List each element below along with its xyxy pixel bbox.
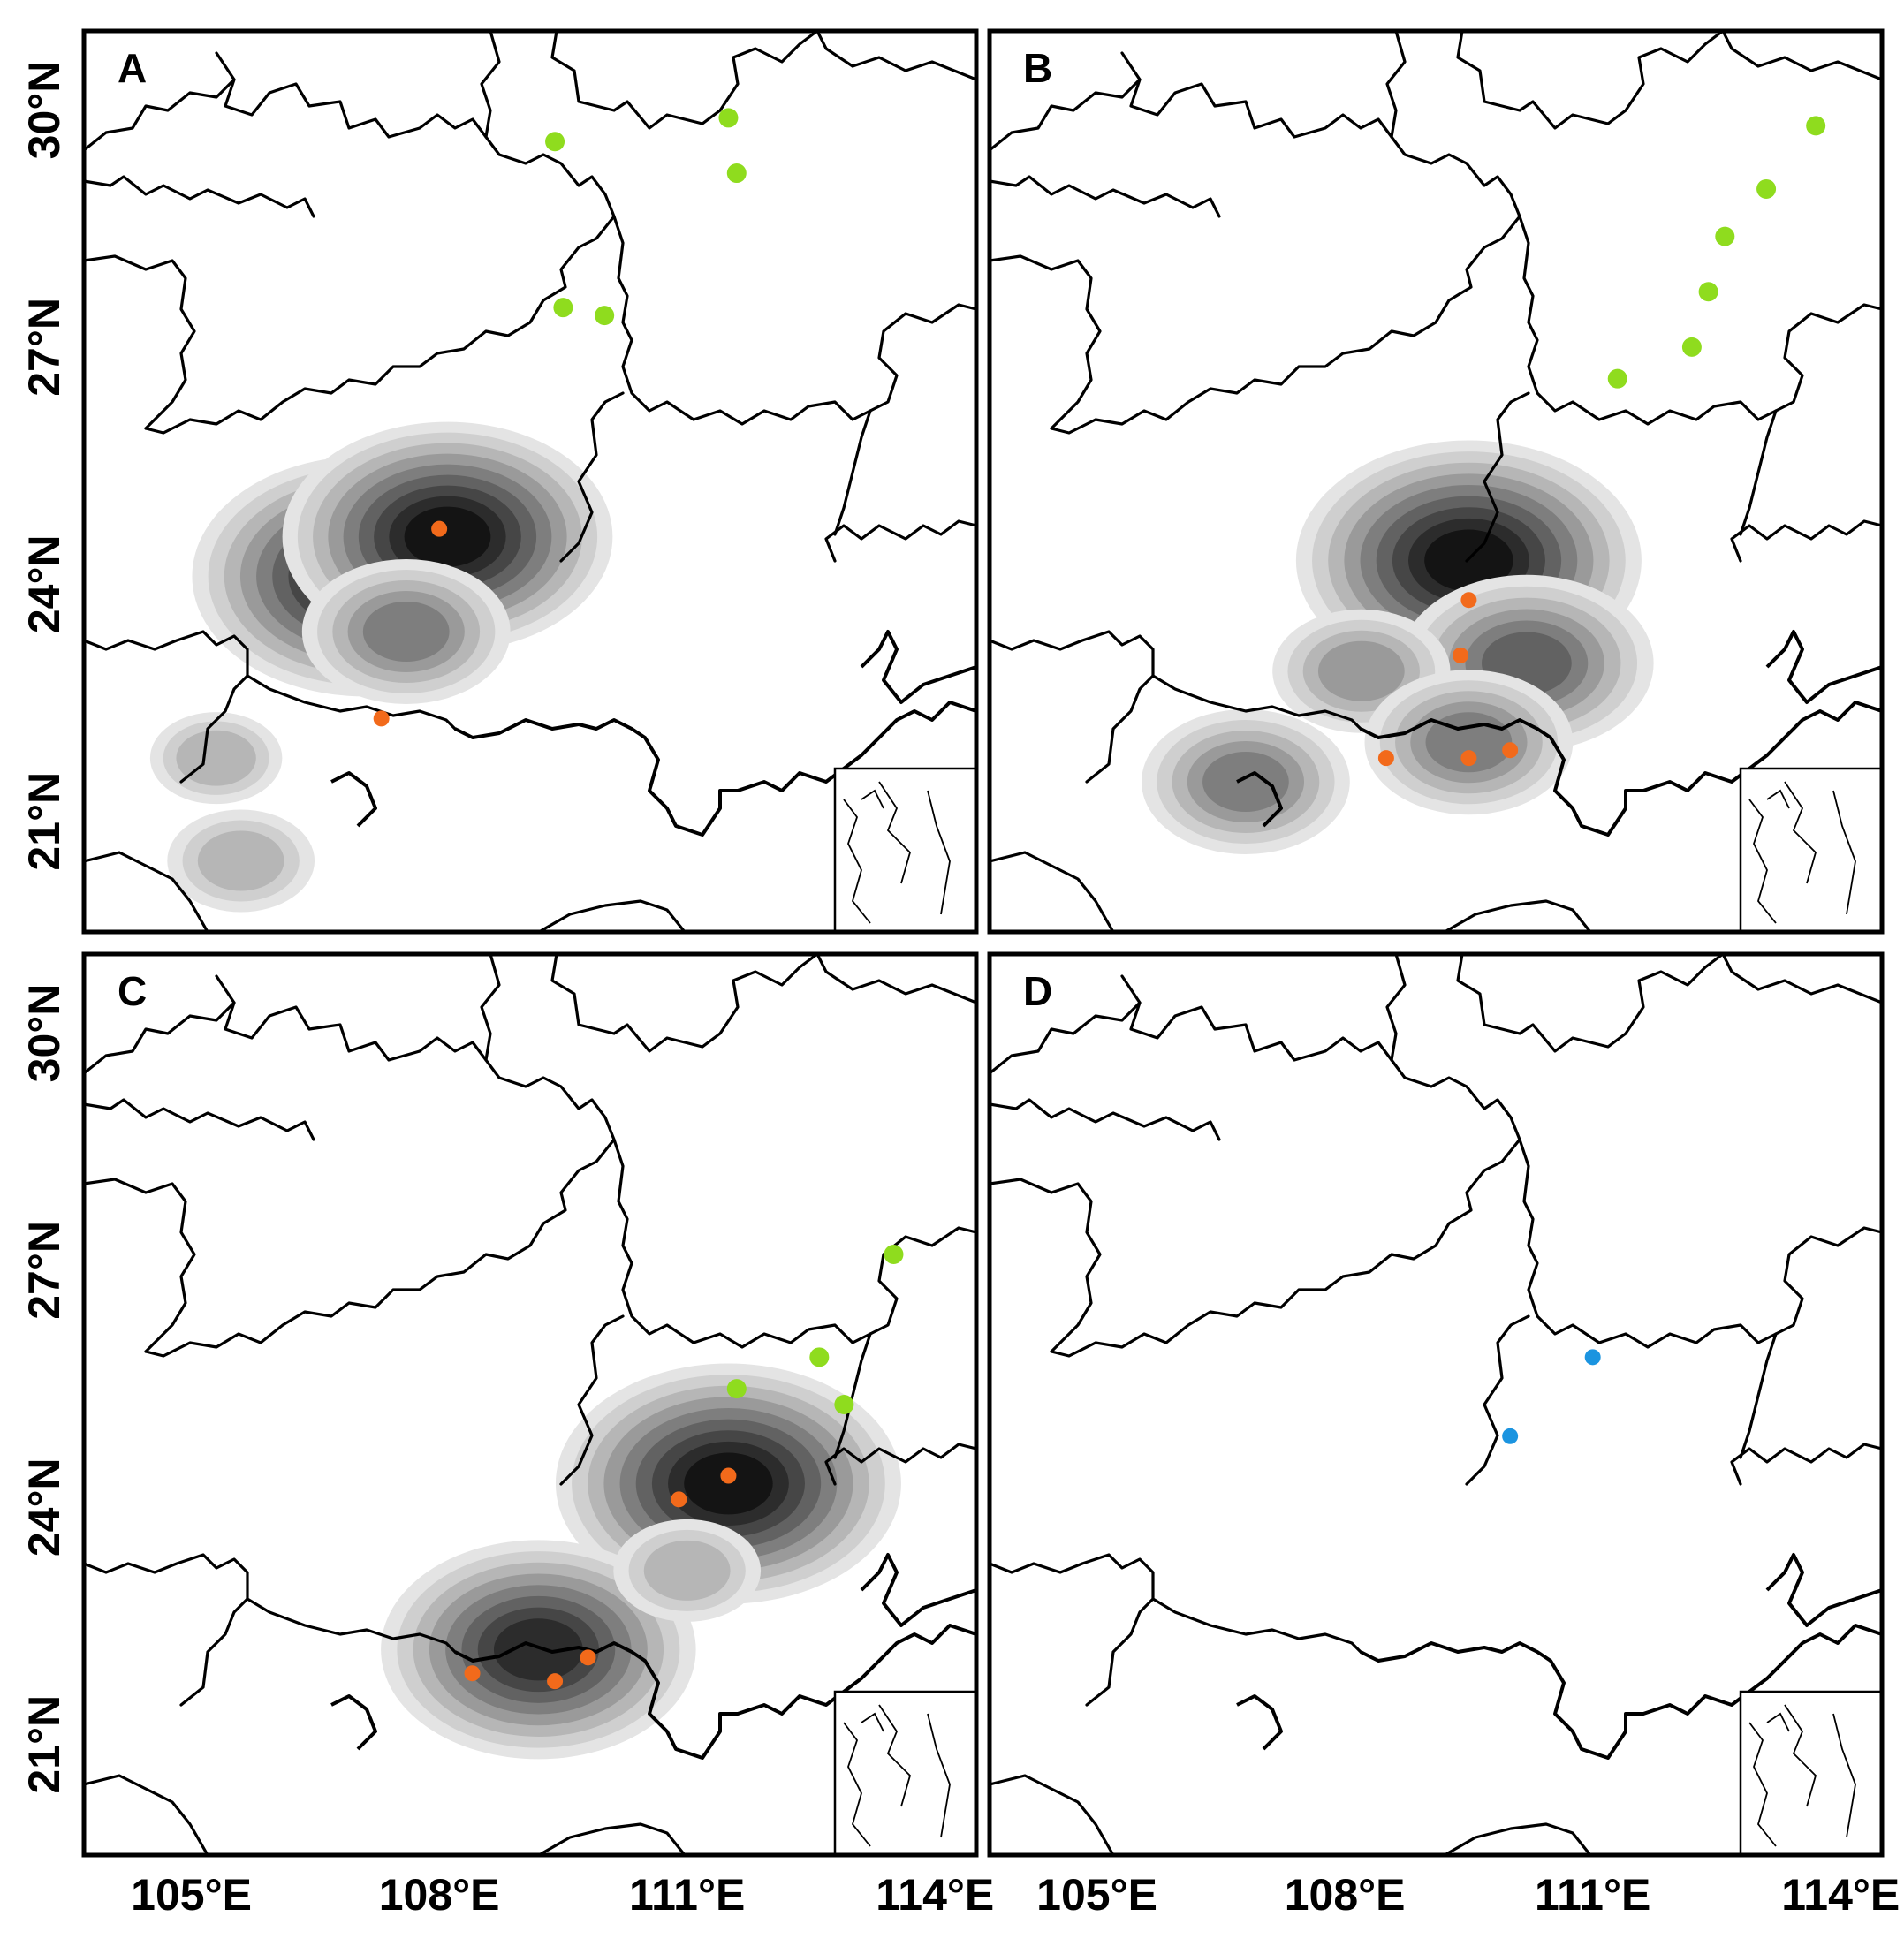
site-point-orange-8 xyxy=(1502,742,1519,759)
density-contour-2-2 xyxy=(643,1540,731,1601)
density-contour-1-8 xyxy=(404,506,491,567)
site-point-green-4 xyxy=(1681,337,1702,357)
site-point-green-2 xyxy=(1715,226,1735,246)
panel-frame xyxy=(987,951,1885,1858)
panel-label: D xyxy=(1023,968,1052,1014)
lat-tick-label: 27°N xyxy=(19,1221,69,1320)
density-contours xyxy=(149,421,613,913)
lon-tick-label: 114°E xyxy=(1781,1870,1900,1920)
site-point-green-1 xyxy=(718,108,739,128)
site-point-green-2 xyxy=(726,163,747,184)
site-point-orange-6 xyxy=(580,1649,596,1666)
site-point-green-0 xyxy=(884,1245,904,1264)
site-point-green-5 xyxy=(1607,368,1627,389)
lon-tick-label: 108°E xyxy=(379,1870,500,1920)
site-point-blue-1 xyxy=(1502,1428,1519,1444)
map-panel-c: C xyxy=(81,951,979,1858)
panel-frame xyxy=(987,28,1885,935)
lat-tick-label: 30°N xyxy=(19,984,69,1083)
panels-root: A B C D xyxy=(81,28,1885,1858)
site-point-orange-6 xyxy=(373,710,390,727)
south-china-sea-inset xyxy=(833,767,976,932)
lat-tick-label: 27°N xyxy=(19,298,69,397)
lon-tick-label: 114°E xyxy=(876,1870,994,1920)
south-china-sea-inset xyxy=(833,1690,976,1855)
density-contours xyxy=(1142,440,1654,854)
lat-tick-label: 30°N xyxy=(19,61,69,160)
panel-frame xyxy=(81,28,979,935)
density-contour-2-4 xyxy=(362,602,450,662)
site-point-blue-0 xyxy=(1584,1349,1601,1366)
lon-tick-label: 111°E xyxy=(629,1870,745,1920)
site-point-green-3 xyxy=(553,298,573,318)
site-point-orange-9 xyxy=(1460,750,1477,767)
panel-label: B xyxy=(1023,45,1052,91)
density-contour-3-2 xyxy=(176,730,256,786)
panel-label: C xyxy=(118,968,147,1014)
map-panel-a: A xyxy=(81,28,979,935)
panel-label: A xyxy=(118,45,147,91)
density-contour-2-3 xyxy=(1317,640,1405,701)
density-contour-4-4 xyxy=(1202,752,1289,812)
site-point-green-4 xyxy=(595,306,615,326)
lon-tick-label: 105°E xyxy=(131,1870,252,1920)
lat-tick-label: 21°N xyxy=(19,1695,69,1794)
density-contour-1-7 xyxy=(493,1618,583,1681)
site-point-orange-7 xyxy=(464,1665,481,1682)
lat-tick-label: 24°N xyxy=(19,1458,69,1557)
site-point-orange-5 xyxy=(671,1491,687,1508)
site-point-orange-5 xyxy=(431,520,448,537)
site-point-green-3 xyxy=(834,1395,854,1414)
site-point-orange-4 xyxy=(720,1467,737,1484)
site-point-orange-6 xyxy=(1460,592,1477,609)
site-point-orange-10 xyxy=(1377,750,1394,767)
south-china-sea-inset xyxy=(1739,1690,1882,1855)
site-point-green-3 xyxy=(1698,282,1718,302)
density-contour-4-2 xyxy=(197,830,284,891)
lat-tick-label: 24°N xyxy=(19,534,69,633)
south-china-sea-inset xyxy=(1739,767,1882,932)
lon-tick-label: 108°E xyxy=(1285,1870,1406,1920)
density-contours xyxy=(381,1363,901,1760)
lon-tick-label: 111°E xyxy=(1535,1870,1650,1920)
site-point-green-1 xyxy=(809,1347,830,1367)
map-panel-b: B xyxy=(987,28,1885,935)
site-point-green-0 xyxy=(1806,116,1826,136)
axes-root: 30°N 27°N 24°N 21°N 30°N 27°N 24°N 21°N 105°E 108… xyxy=(19,61,1900,1920)
map-panel-d: D xyxy=(987,951,1885,1858)
panel-frame xyxy=(81,951,979,1858)
lon-tick-label: 105°E xyxy=(1036,1870,1157,1920)
lat-tick-label: 21°N xyxy=(19,772,69,871)
site-point-green-2 xyxy=(726,1379,747,1399)
site-point-orange-7 xyxy=(1453,647,1469,663)
site-point-green-1 xyxy=(1756,178,1777,199)
site-point-green-0 xyxy=(545,132,565,152)
site-point-orange-8 xyxy=(547,1673,564,1690)
